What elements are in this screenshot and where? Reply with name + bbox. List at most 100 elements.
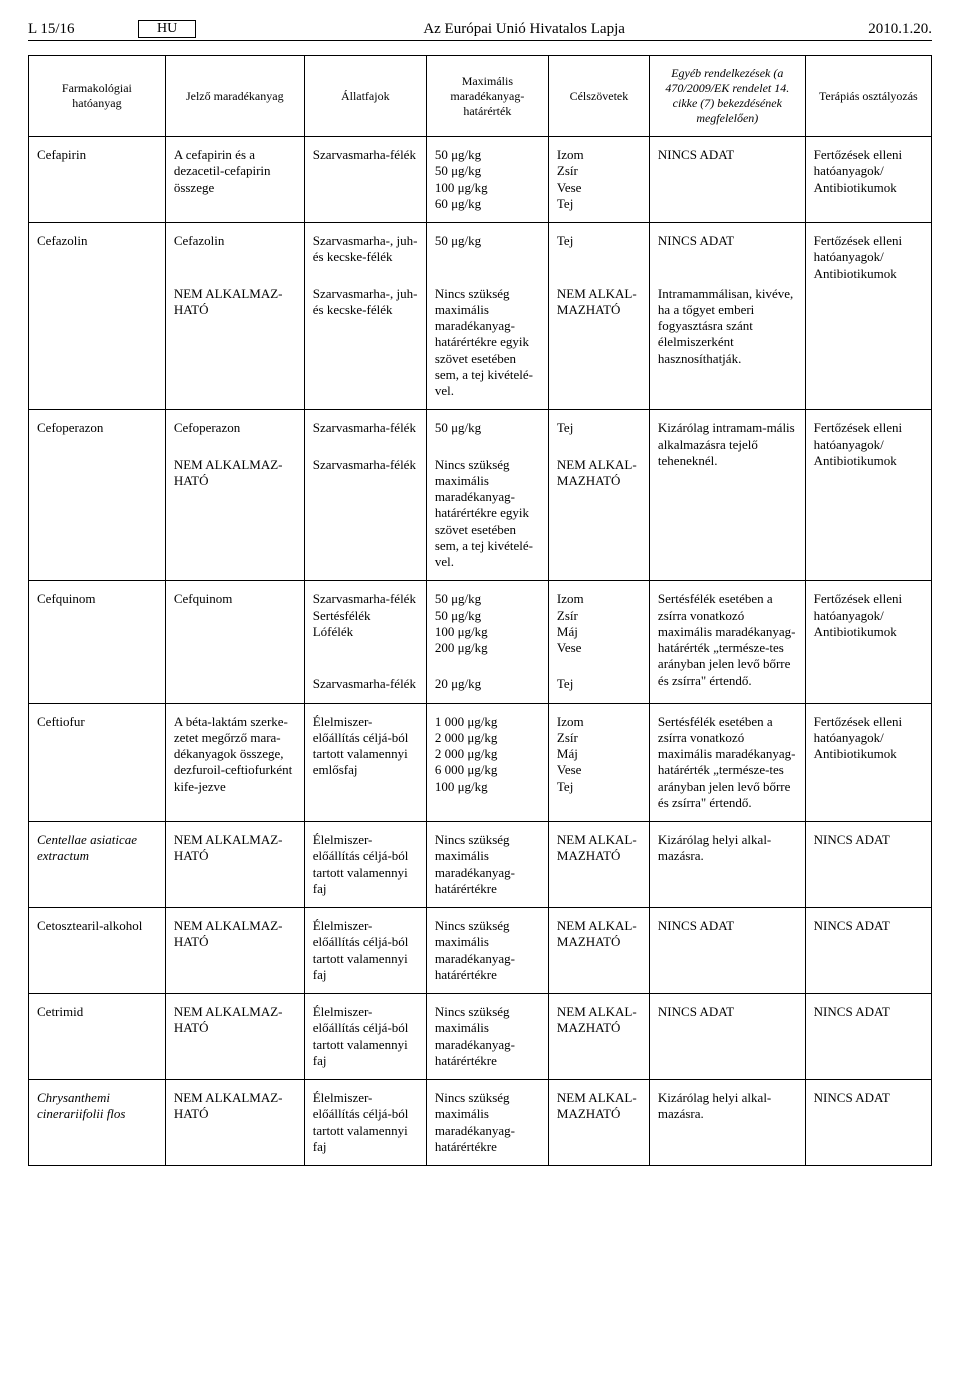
table-cell: Nincs szükség maximális maradékanyag-hat… <box>426 276 548 410</box>
table-cell: Nincs szükség maximális maradékanyag-hat… <box>426 1080 548 1166</box>
table-cell: Tej <box>548 223 649 276</box>
table-cell: Cefapirin <box>29 137 166 223</box>
table-cell: NEM ALKAL-MAZHATÓ <box>548 276 649 410</box>
table-cell: NINCS ADAT <box>805 1080 931 1166</box>
table-cell: NINCS ADAT <box>649 994 805 1080</box>
table-head: Farmakológiai hatóanyag Jelző maradékany… <box>29 56 932 137</box>
table-cell: Nincs szükség maximális maradékanyag-hat… <box>426 822 548 908</box>
table-cell <box>29 447 166 581</box>
table-cell: Cetrimid <box>29 994 166 1080</box>
table-cell: NEM ALKALMAZ-HATÓ <box>165 908 304 994</box>
table-cell: Élelmiszer-előállítás céljá-ból tartott … <box>304 703 426 822</box>
table-cell: NEM ALKAL-MAZHATÓ <box>548 447 649 581</box>
table-cell: NEM ALKALMAZ-HATÓ <box>165 1080 304 1166</box>
header-lang-badge: HU <box>138 20 196 38</box>
table-cell: Tej <box>548 410 649 447</box>
page-header: L 15/16 HU Az Európai Unió Hivatalos Lap… <box>28 20 932 41</box>
table-cell: Szarvasmarha-félék <box>304 410 426 447</box>
page: L 15/16 HU Az Európai Unió Hivatalos Lap… <box>0 0 960 1186</box>
table-cell: 50 μg/kg <box>426 410 548 447</box>
table-cell: 50 μg/kg <box>426 223 548 276</box>
table-row: CefazolinCefazolinSzarvasmarha-, juh- és… <box>29 223 932 276</box>
table-cell: Élelmiszer-előállítás céljá-ból tartott … <box>304 822 426 908</box>
table-cell: NINCS ADAT <box>649 137 805 223</box>
col-header-2: Állatfajok <box>304 56 426 137</box>
table-cell: Sertésfélék esetében a zsírra vonatkozó … <box>649 581 805 703</box>
table-cell: A béta-laktám szerke-zetet megőrző mara-… <box>165 703 304 822</box>
table-cell: IzomZsírMájVese <box>548 581 649 667</box>
table-cell: Intramammálisan, kivéve, ha a tőgyet emb… <box>649 276 805 410</box>
col-header-6: Terápiás osztályozás <box>805 56 931 137</box>
table-cell: Cetosztearil-alkohol <box>29 908 166 994</box>
table-cell: NINCS ADAT <box>649 908 805 994</box>
table-cell: Ceftiofur <box>29 703 166 822</box>
table-row: CefapirinA cefapirin és a dezacetil-cefa… <box>29 137 932 223</box>
table-cell: Szarvasmarha-, juh- és kecske-félék <box>304 276 426 410</box>
table-cell: NEM ALKAL-MAZHATÓ <box>548 994 649 1080</box>
table-cell: NINCS ADAT <box>805 994 931 1080</box>
table-cell: IzomZsírVeseTej <box>548 137 649 223</box>
table-cell: Szarvasmarha-félék <box>304 137 426 223</box>
table-row: NEM ALKALMAZ-HATÓSzarvasmarha-, juh- és … <box>29 276 932 410</box>
table-cell: NEM ALKALMAZ-HATÓ <box>165 994 304 1080</box>
col-header-0: Farmakológiai hatóanyag <box>29 56 166 137</box>
table-cell: Élelmiszer-előállítás céljá-ból tartott … <box>304 994 426 1080</box>
table-cell: Centellae asiaticae extractum <box>29 822 166 908</box>
table-row: CeftiofurA béta-laktám szerke-zetet megő… <box>29 703 932 822</box>
col-header-4: Célszövetek <box>548 56 649 137</box>
table-cell: Szarvasmarha-, juh- és kecske-félék <box>304 223 426 276</box>
table-cell: NINCS ADAT <box>649 223 805 276</box>
table-cell: Szarvasmarha-félék <box>304 666 426 703</box>
table-cell: Nincs szükség maximális maradékanyag-hat… <box>426 908 548 994</box>
table-cell: Tej <box>548 666 649 703</box>
table-row: Chrysanthemi cinerariifolii flosNEM ALKA… <box>29 1080 932 1166</box>
table-cell: Fertőzések elleni hatóanyagok/ Antibioti… <box>805 223 931 410</box>
table-cell: NEM ALKALMAZ-HATÓ <box>165 276 304 410</box>
col-header-3: Maximális maradékanyag-határérték <box>426 56 548 137</box>
table-cell: NEM ALKAL-MAZHATÓ <box>548 1080 649 1166</box>
data-table: Farmakológiai hatóanyag Jelző maradékany… <box>28 55 932 1166</box>
header-left: L 15/16 <box>28 21 138 38</box>
table-cell: Kizárólag helyi alkal-mazásra. <box>649 822 805 908</box>
table-row: CetrimidNEM ALKALMAZ-HATÓÉlelmiszer-előá… <box>29 994 932 1080</box>
table-cell: Nincs szükség maximális maradékanyag-hat… <box>426 447 548 581</box>
table-cell <box>29 276 166 410</box>
table-row: CefoperazonCefoperazonSzarvasmarha-félék… <box>29 410 932 447</box>
table-cell: Cefquinom <box>165 581 304 703</box>
table-cell: Szarvasmarha-félék <box>304 447 426 581</box>
table-cell: Szarvasmarha-félékSertésfélékLófélék <box>304 581 426 667</box>
table-row: Cetosztearil-alkoholNEM ALKALMAZ-HATÓÉle… <box>29 908 932 994</box>
table-cell: NINCS ADAT <box>805 822 931 908</box>
col-header-1: Jelző maradékanyag <box>165 56 304 137</box>
table-cell: Kizárólag intramam-mális alkalmazásra te… <box>649 410 805 581</box>
table-cell: Nincs szükség maximális maradékanyag-hat… <box>426 994 548 1080</box>
table-row: Centellae asiaticae extractumNEM ALKALMA… <box>29 822 932 908</box>
table-cell: Fertőzések elleni hatóanyagok/ Antibioti… <box>805 703 931 822</box>
table-cell: Cefoperazon <box>165 410 304 447</box>
table-cell: Fertőzések elleni hatóanyagok/ Antibioti… <box>805 581 931 703</box>
table-cell: IzomZsírMájVeseTej <box>548 703 649 822</box>
table-cell: Cefoperazon <box>29 410 166 447</box>
table-cell: Fertőzések elleni hatóanyagok/ Antibioti… <box>805 410 931 581</box>
table-cell: Kizárólag helyi alkal-mazásra. <box>649 1080 805 1166</box>
table-cell: Chrysanthemi cinerariifolii flos <box>29 1080 166 1166</box>
table-cell: Cefquinom <box>29 581 166 703</box>
col-header-5: Egyéb rendelkezések (a 470/2009/EK rende… <box>649 56 805 137</box>
table-cell: Sertésfélék esetében a zsírra vonatkozó … <box>649 703 805 822</box>
table-cell: NEM ALKALMAZ-HATÓ <box>165 447 304 581</box>
table-cell: 1 000 μg/kg2 000 μg/kg2 000 μg/kg6 000 μ… <box>426 703 548 822</box>
table-cell: 50 μg/kg50 μg/kg100 μg/kg200 μg/kg <box>426 581 548 667</box>
table-cell: Élelmiszer-előállítás céljá-ból tartott … <box>304 908 426 994</box>
table-cell: Cefazolin <box>29 223 166 276</box>
table-cell: Fertőzések elleni hatóanyagok/ Antibioti… <box>805 137 931 223</box>
table-cell: 50 μg/kg50 μg/kg100 μg/kg60 μg/kg <box>426 137 548 223</box>
table-cell: 20 μg/kg <box>426 666 548 703</box>
table-cell: NEM ALKAL-MAZHATÓ <box>548 908 649 994</box>
table-cell: Élelmiszer-előállítás céljá-ból tartott … <box>304 1080 426 1166</box>
table-body: CefapirinA cefapirin és a dezacetil-cefa… <box>29 137 932 1166</box>
header-title: Az Európai Unió Hivatalos Lapja <box>226 21 822 38</box>
table-cell: NINCS ADAT <box>805 908 931 994</box>
table-cell: NEM ALKAL-MAZHATÓ <box>548 822 649 908</box>
header-date: 2010.1.20. <box>822 21 932 38</box>
table-cell: A cefapirin és a dezacetil-cefapirin öss… <box>165 137 304 223</box>
